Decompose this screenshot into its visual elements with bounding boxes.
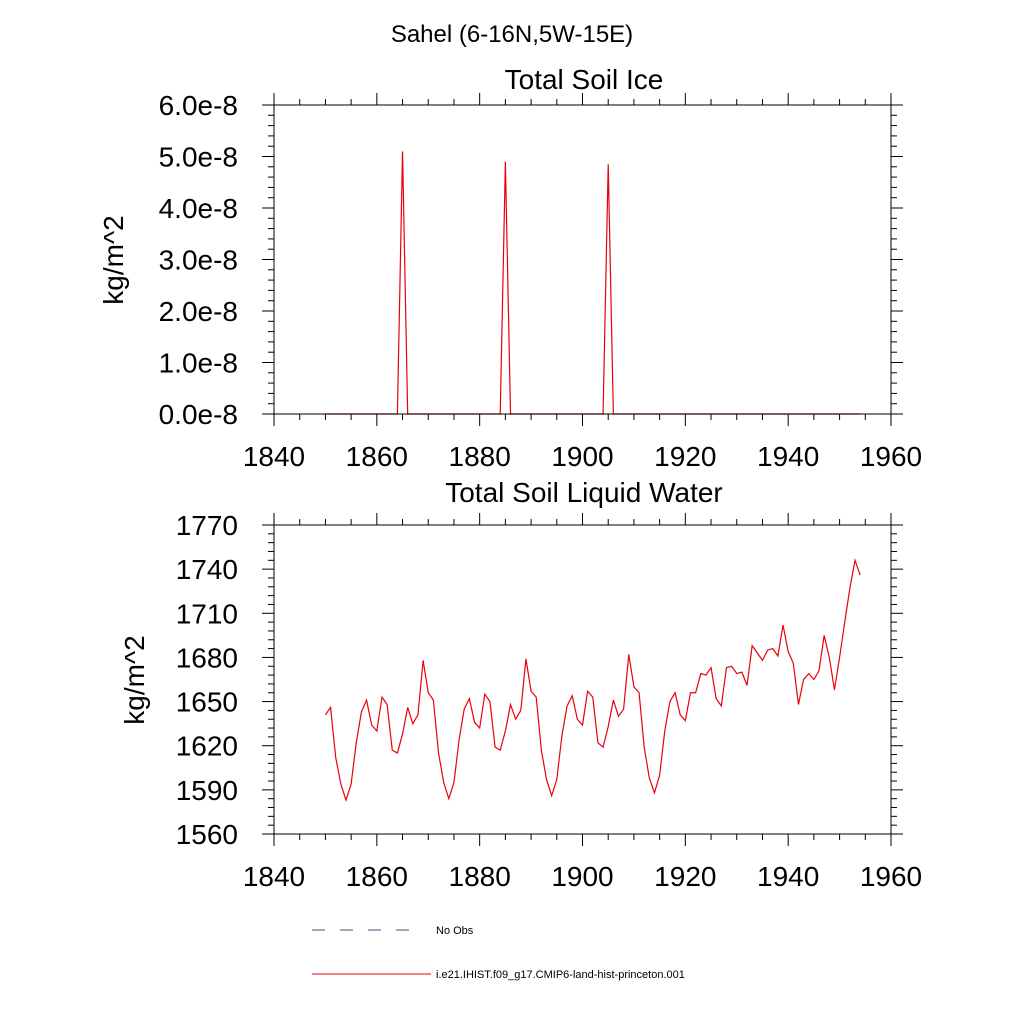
x-tick-label: 1880 [449,441,511,472]
plot-frame-soil-liquid-water [273,524,892,835]
series-line-soil-liquid-water [324,557,861,803]
legend: No Obs i.e21.IHIST.f09_g17.CMIP6-land-hi… [312,925,685,981]
legend-label-simulation: i.e21.IHIST.f09_g17.CMIP6-land-hist-prin… [436,969,685,981]
x-tick-label: 1940 [757,441,819,472]
y-tick-label: 1.0e-8 [159,348,238,379]
panel-total-soil-liquid-water: Total Soil Liquid Water kg/m^2 1840 1860 1… [119,477,922,892]
y-tick-label: 1620 [176,731,238,762]
x-tick-label: 1940 [757,861,819,892]
tick-labels-soil-ice: 1840 1860 1880 1900 1920 1940 1960 0.0e-8 1.0e-8… [159,90,923,472]
x-tick-label: 1840 [243,441,305,472]
y-tick-label: 3.0e-8 [159,245,238,276]
ylabel-soil-ice: kg/m^2 [98,215,129,304]
y-tick-label: 1680 [176,642,238,673]
ylabel-soil-liquid-water: kg/m^2 [119,635,150,724]
x-tick-label: 1880 [449,861,511,892]
y-tick-label: 6.0e-8 [159,90,238,121]
y-tick-label: 1590 [176,775,238,806]
x-tick-label: 1920 [654,861,716,892]
y-tick-label: 1560 [176,819,238,850]
x-tick-label: 1920 [654,441,716,472]
panel-total-soil-ice: Total Soil Ice kg/m^2 1840 1860 1880 1900 19… [98,64,922,472]
ticks-soil-liquid-water [262,513,903,846]
series-soil-ice [325,151,861,415]
panel-title-soil-liquid-water: Total Soil Liquid Water [445,477,723,508]
y-tick-label: 1770 [176,510,238,541]
figure-suptitle: Sahel (6-16N,5W-15E) [391,21,633,48]
plot-frame-soil-ice [273,104,892,415]
y-tick-label: 4.0e-8 [159,193,238,224]
x-tick-label: 1960 [860,441,922,472]
tick-labels-soil-liquid-water: 1840 1860 1880 1900 1920 1940 1960 1560 1590 1620… [176,510,922,892]
x-tick-label: 1840 [243,861,305,892]
y-tick-label: 2.0e-8 [159,296,238,327]
y-tick-label: 1740 [176,554,238,585]
legend-label-no-obs: No Obs [436,925,474,937]
x-tick-label: 1860 [346,441,408,472]
series-line-soil-ice [325,151,861,415]
x-tick-label: 1960 [860,861,922,892]
y-tick-label: 0.0e-8 [159,399,238,430]
y-tick-label: 1650 [176,687,238,718]
x-tick-label: 1900 [551,441,613,472]
x-tick-label: 1900 [551,861,613,892]
panel-title-soil-ice: Total Soil Ice [505,64,664,95]
y-tick-label: 1710 [176,598,238,629]
y-tick-label: 5.0e-8 [159,142,238,173]
series-soil-liquid-water [324,557,861,803]
x-tick-label: 1860 [346,861,408,892]
ticks-soil-ice [262,93,903,426]
